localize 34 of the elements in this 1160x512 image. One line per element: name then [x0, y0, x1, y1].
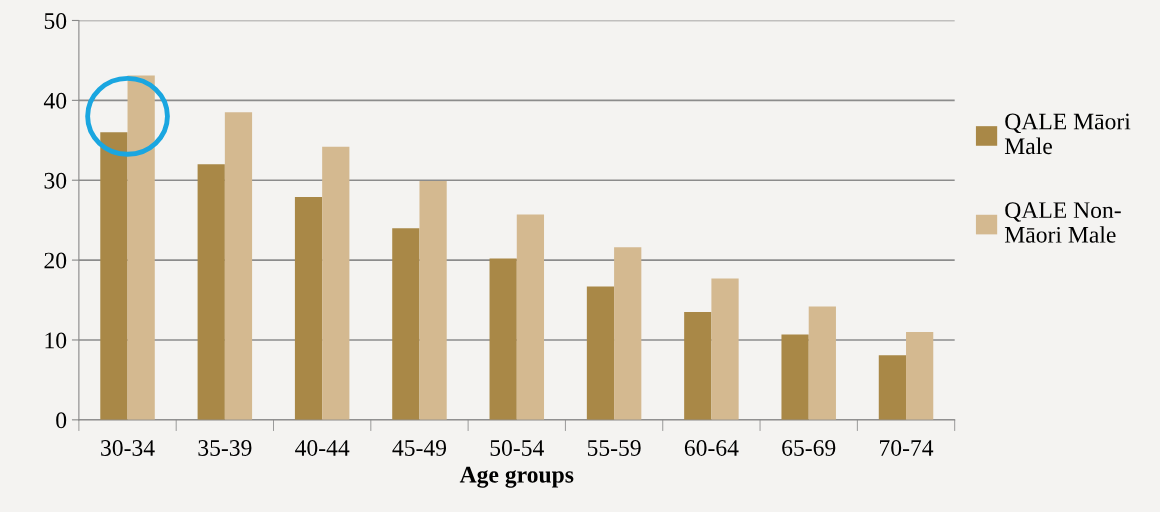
legend-label: QALE Non-Māori Male	[1004, 202, 1121, 243]
x-tick-label: 70-74	[880, 439, 934, 456]
y-tick-label: 20	[44, 252, 67, 269]
bar	[711, 278, 739, 420]
x-tick-label: 30-34	[101, 439, 155, 456]
bar	[684, 312, 712, 420]
bar	[489, 258, 517, 420]
bar	[614, 247, 642, 420]
x-tick-label: 35-39	[198, 440, 252, 456]
y-tick-label: 30	[44, 172, 67, 189]
bar	[224, 112, 253, 420]
x-tick-label: 60-64	[684, 439, 739, 456]
x-tick-label: 50-54	[490, 439, 544, 456]
bar	[878, 355, 907, 420]
x-tick-label: 65-69	[782, 440, 836, 456]
bar	[906, 331, 934, 420]
x-tick-label: 40-44	[295, 439, 350, 456]
bar	[322, 146, 350, 420]
bar	[392, 228, 420, 420]
x-tick-label: 55-59	[587, 440, 641, 456]
y-tick-label: 50	[44, 12, 67, 29]
x-tick-label: 45-49	[392, 440, 447, 456]
bar	[516, 214, 545, 420]
bar	[586, 286, 615, 420]
bar	[197, 164, 225, 420]
bar	[294, 197, 323, 420]
y-tick-label: 10	[45, 332, 67, 349]
bar	[419, 181, 447, 420]
y-tick-label: 0	[56, 412, 67, 429]
bar	[808, 306, 836, 420]
y-tick-label: 40	[43, 92, 67, 109]
bar	[781, 334, 809, 420]
legend-label: QALE Māori Male	[1004, 113, 1131, 155]
x-axis-title: Age groups	[459, 466, 574, 488]
